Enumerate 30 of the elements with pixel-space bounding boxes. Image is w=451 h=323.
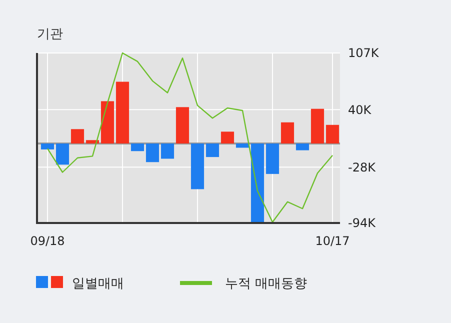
legend-label: 일별매매	[72, 276, 124, 292]
bar	[236, 144, 250, 148]
bar	[100, 101, 114, 144]
bar	[146, 144, 160, 162]
bar	[130, 144, 144, 152]
bar	[296, 144, 310, 150]
bar	[176, 107, 190, 144]
bar	[250, 144, 264, 223]
bar	[190, 144, 204, 190]
chart-title: 기관	[37, 27, 63, 42]
legend-label: 누적 매매동향	[225, 276, 308, 292]
bar	[40, 144, 54, 150]
line-series	[46, 52, 334, 223]
bar	[326, 124, 340, 144]
bar	[160, 144, 174, 159]
x-tick-label: 09/18	[30, 234, 65, 248]
y-tick-label: 40K	[348, 102, 372, 117]
bar	[70, 129, 84, 144]
y-tick-label: -94K	[348, 216, 377, 230]
bar	[116, 82, 130, 144]
bar	[280, 122, 294, 144]
bar	[266, 144, 280, 174]
y-tick-label: 107K	[348, 46, 380, 60]
x-tick-label: 10/17	[315, 234, 350, 248]
bar	[206, 144, 220, 158]
bar	[310, 108, 324, 144]
bar	[220, 132, 234, 144]
y-tick-label: -28K	[348, 160, 377, 174]
bar	[56, 144, 70, 165]
bar	[86, 140, 100, 144]
